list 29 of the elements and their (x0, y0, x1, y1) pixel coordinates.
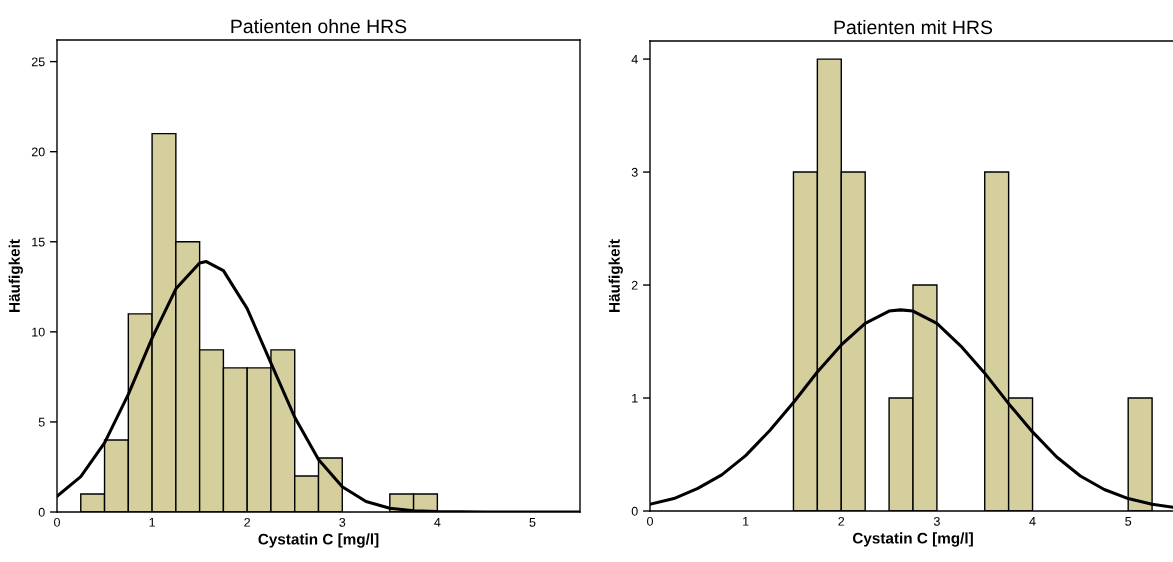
x-tick-label: 0 (54, 517, 60, 527)
y-tick-label: 5 (38, 417, 45, 427)
y-tick-label: 1 (632, 393, 638, 403)
y-tick-label: 2 (631, 280, 638, 290)
x-tick-label: 2 (244, 517, 251, 527)
x-tick-label: 1 (149, 518, 155, 527)
x-tick-label: 2 (838, 516, 845, 526)
x-tick-label: 3 (933, 516, 940, 526)
y-tick-label: 20 (31, 147, 45, 157)
chart-title: Patienten mit HRS (834, 19, 993, 35)
chart-title: Patienten ohne HRS (231, 18, 407, 34)
y-tick-label: 15 (32, 237, 45, 247)
y-tick-label: 10 (32, 327, 45, 337)
y-axis-title: Häufigkeit (608, 239, 623, 312)
y-tick-label: 0 (631, 506, 638, 516)
y-tick-label: 0 (38, 507, 45, 517)
y-tick-label: 25 (31, 57, 45, 67)
x-tick-label: 5 (529, 518, 536, 527)
x-axis-title: Cystatin C [mg/l] (852, 532, 973, 547)
x-tick-label: 1 (743, 517, 749, 526)
x-tick-label: 0 (647, 516, 653, 526)
x-tick-label: 4 (1029, 517, 1036, 526)
y-axis-title: Häufigkeit (8, 239, 23, 312)
y-tick-label: 4 (631, 55, 638, 64)
x-tick-label: 3 (339, 517, 346, 527)
y-tick-label: 3 (631, 167, 638, 177)
x-axis-title: Cystatin C [mg/l] (258, 533, 379, 548)
x-tick-label: 5 (1125, 517, 1132, 526)
x-tick-label: 4 (434, 518, 441, 527)
